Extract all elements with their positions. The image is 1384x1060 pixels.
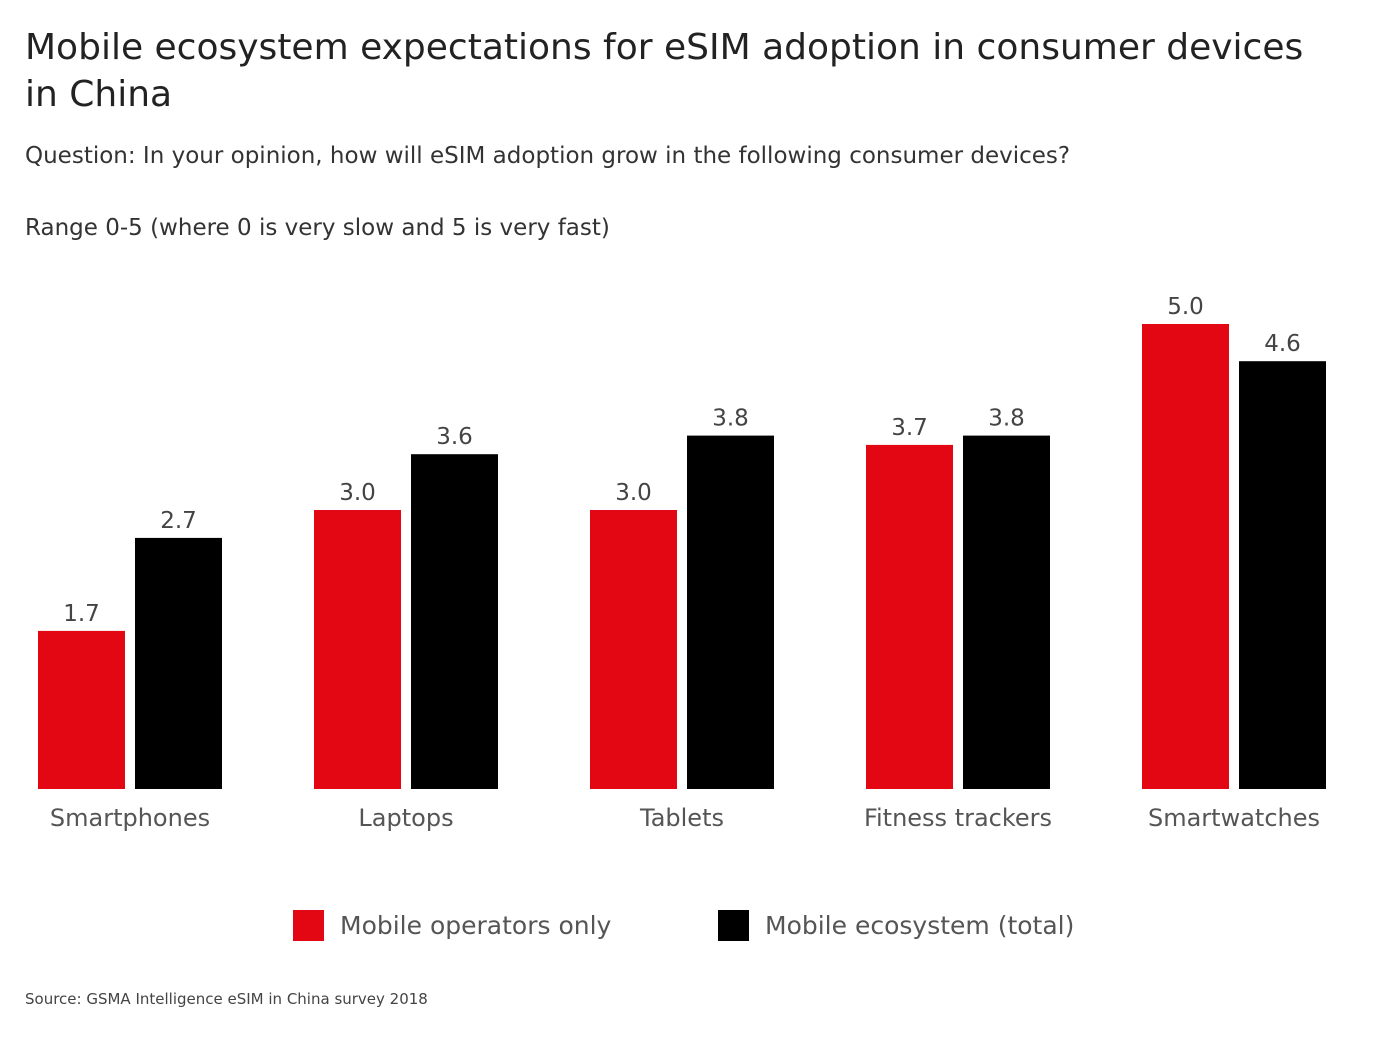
category-label: Fitness trackers [864, 804, 1052, 832]
bar-operators [38, 630, 125, 789]
bar-ecosystem [135, 537, 222, 789]
source-note: Source: GSMA Intelligence eSIM in China … [25, 990, 428, 1008]
category-label: Tablets [639, 804, 724, 832]
chart-subtitle: Question: In your opinion, how will eSIM… [25, 143, 1071, 169]
bar-operators [866, 444, 953, 789]
data-label: 3.6 [436, 424, 473, 450]
bar-operators [1142, 324, 1229, 789]
data-label: 5.0 [1167, 294, 1204, 320]
legend-label: Mobile operators only [340, 911, 612, 940]
bar-operators [314, 510, 401, 789]
category-label: Smartphones [50, 804, 210, 832]
bar-operators [590, 510, 677, 789]
legend-swatch-red [293, 910, 324, 941]
category-label: Smartwatches [1148, 804, 1320, 832]
bar-ecosystem [687, 435, 774, 789]
bar-ecosystem [411, 454, 498, 789]
range-note: Range 0-5 (where 0 is very slow and 5 is… [25, 215, 610, 241]
data-label: 3.8 [988, 406, 1025, 432]
legend-item-ecosystem: Mobile ecosystem (total) [718, 910, 1074, 941]
legend-swatch-black [718, 910, 749, 941]
category-label: Laptops [358, 804, 453, 832]
data-label: 3.0 [615, 480, 652, 506]
data-label: 1.7 [63, 601, 100, 627]
legend-label: Mobile ecosystem (total) [765, 911, 1075, 940]
data-label: 3.0 [339, 480, 376, 506]
bar-ecosystem [963, 435, 1050, 789]
legend-item-operators: Mobile operators only [293, 910, 611, 941]
data-label: 3.8 [712, 406, 749, 432]
data-label: 3.7 [891, 415, 928, 441]
data-label: 2.7 [160, 508, 197, 534]
data-label: 4.6 [1264, 331, 1301, 357]
chart-title: Mobile ecosystem expectations for eSIM a… [25, 27, 1304, 115]
bar-chart: 1.7 2.7 Smartphones 3.0 3.6 Laptops 3.0 3.8 Tabl… [38, 294, 1326, 832]
bar-ecosystem [1239, 361, 1326, 789]
